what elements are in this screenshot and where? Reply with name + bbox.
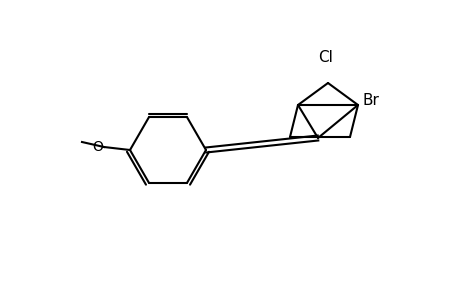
Text: Br: Br (362, 92, 379, 107)
Text: O: O (92, 140, 103, 154)
Text: Cl: Cl (318, 50, 333, 65)
